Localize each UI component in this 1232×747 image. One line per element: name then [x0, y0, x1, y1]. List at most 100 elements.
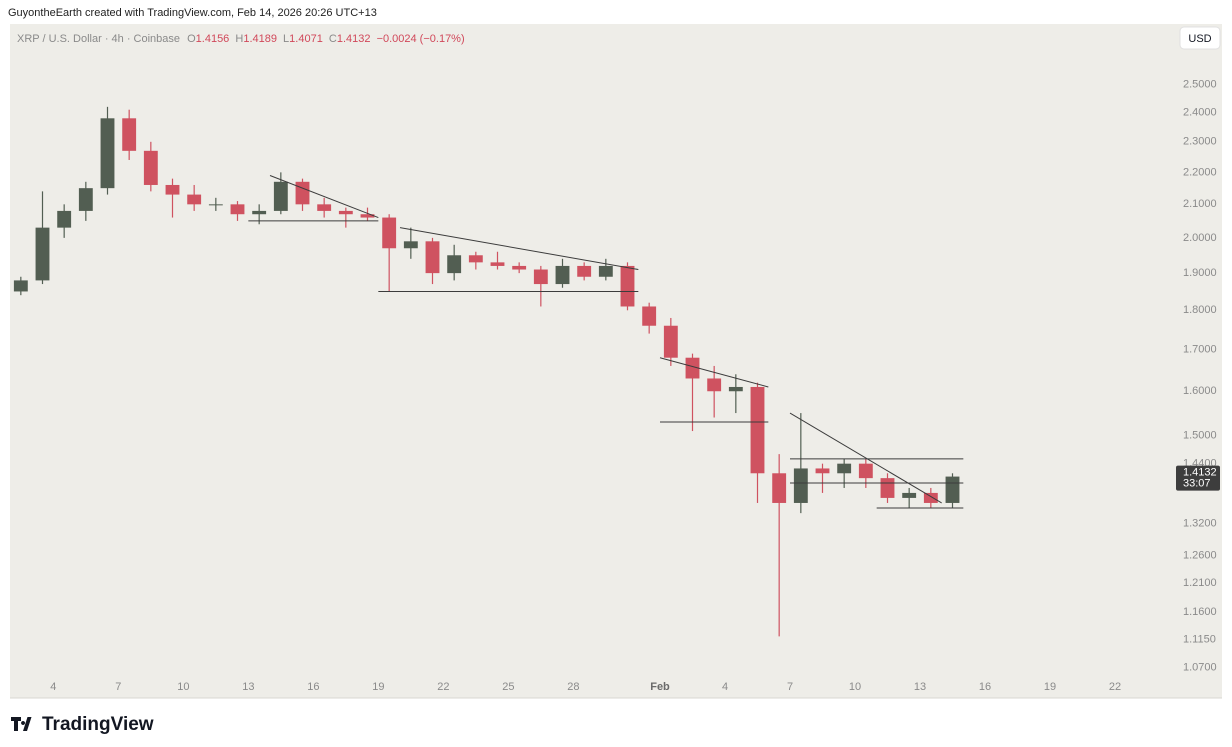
candle-body — [273, 181, 288, 211]
symbol: XRP / U.S. Dollar · 4h · Coinbase — [17, 33, 180, 45]
candle-body — [793, 468, 808, 503]
y-tick-label: 1.3200 — [1183, 517, 1217, 529]
y-tick-label: 1.7000 — [1183, 343, 1217, 355]
candle-body — [642, 306, 657, 326]
x-tick-label: 16 — [307, 681, 319, 693]
candle-body — [230, 204, 245, 215]
trend-line — [659, 357, 769, 388]
trend-line — [399, 227, 639, 271]
credit: GuyontheEarth created with TradingView.c… — [8, 7, 377, 19]
high-value: 1.4189 — [243, 33, 277, 45]
y-tick-label: 1.0700 — [1183, 662, 1217, 674]
candle-body — [360, 214, 375, 218]
candle-body — [512, 265, 527, 270]
candle-body — [208, 204, 223, 206]
y-tick-label: 1.2600 — [1183, 549, 1217, 561]
candle-body — [165, 184, 180, 195]
y-tick-label: 1.1600 — [1183, 606, 1217, 618]
chart-background — [10, 24, 1222, 698]
candle-body — [923, 492, 938, 503]
currency[interactable]: USD — [1188, 33, 1211, 45]
x-tick-label: 4 — [722, 681, 728, 693]
candle-body — [403, 241, 418, 249]
trend-line — [269, 175, 379, 219]
x-tick-label: 25 — [502, 681, 514, 693]
candle-body — [468, 255, 483, 263]
candle-body — [815, 468, 830, 474]
y-tick-label: 1.5000 — [1183, 430, 1217, 442]
candle-body — [902, 492, 917, 498]
x-tick-label: 10 — [177, 681, 189, 693]
candle-body — [837, 463, 852, 474]
brand: TradingView — [42, 714, 154, 735]
candle-body — [122, 118, 137, 151]
candle-body — [187, 194, 202, 205]
y-tick-label: 1.9000 — [1183, 267, 1217, 279]
candle-body — [750, 386, 765, 474]
close-label: C — [329, 33, 337, 45]
candle-body — [880, 478, 895, 498]
x-tick-label: 22 — [437, 681, 449, 693]
y-tick-label: 2.2000 — [1183, 166, 1217, 178]
y-tick-label: 2.3000 — [1183, 136, 1217, 148]
y-tick-label: 1.1150 — [1183, 633, 1216, 645]
candle-body — [577, 265, 592, 277]
candle-body — [555, 265, 570, 285]
candle-body — [252, 210, 267, 215]
countdown: 33:07 — [1183, 477, 1211, 489]
last-price-tag — [1176, 465, 1220, 491]
x-tick-label: 28 — [567, 681, 579, 693]
currency-button[interactable] — [1179, 26, 1221, 50]
quote-line: XRP / U.S. Dollar · 4h · Coinbase O1.415… — [17, 33, 465, 45]
candle-body — [295, 181, 310, 205]
candle-body — [100, 118, 115, 189]
x-tick-label: 4 — [50, 681, 56, 693]
x-tick-label: 13 — [242, 681, 254, 693]
y-tick-label: 2.1000 — [1183, 198, 1217, 210]
plot-area — [13, 106, 964, 637]
x-tick-label: 7 — [787, 681, 793, 693]
candle-body — [57, 210, 72, 228]
candle-body — [382, 217, 397, 249]
low-label: L — [283, 33, 289, 45]
candle-body — [13, 280, 28, 292]
x-tick-label: 13 — [914, 681, 926, 693]
y-tick-label: 2.4000 — [1183, 106, 1217, 118]
candle-body — [533, 269, 548, 285]
candle-body — [447, 255, 462, 274]
candle-body — [598, 265, 613, 277]
candle-body — [945, 476, 960, 503]
y-tick-label: 1.8000 — [1183, 304, 1217, 316]
candle-body — [338, 210, 353, 215]
candle-body — [35, 227, 50, 281]
candle-body — [317, 204, 332, 211]
open-value: 1.4156 — [196, 33, 230, 45]
candle-body — [620, 265, 635, 307]
candle-body — [858, 463, 873, 479]
candle-body — [78, 188, 93, 211]
candle-body — [728, 386, 743, 392]
y-tick-label: 1.2100 — [1183, 577, 1217, 589]
candle-body — [663, 325, 678, 358]
x-tick-label: 10 — [849, 681, 861, 693]
candle-body — [425, 241, 440, 274]
high-label: H — [235, 33, 243, 45]
x-tick-label: 19 — [1044, 681, 1056, 693]
candle-body — [707, 378, 722, 392]
close-value: 1.4132 — [337, 33, 371, 45]
x-tick-label: 7 — [115, 681, 121, 693]
x-tick-label: 19 — [372, 681, 384, 693]
candle-body — [772, 473, 787, 503]
candle-body — [143, 150, 158, 185]
last-price: 1.4132 — [1183, 466, 1217, 478]
candle-body — [685, 357, 700, 379]
brand-logo — [11, 717, 32, 731]
x-tick-label: 16 — [979, 681, 991, 693]
change: −0.0024 (−0.17%) — [377, 33, 465, 45]
trend-line — [789, 412, 942, 504]
y-tick-label: 2.0000 — [1183, 232, 1217, 244]
x-tick-label: 22 — [1109, 681, 1121, 693]
y-tick-label: 2.5000 — [1183, 78, 1217, 90]
